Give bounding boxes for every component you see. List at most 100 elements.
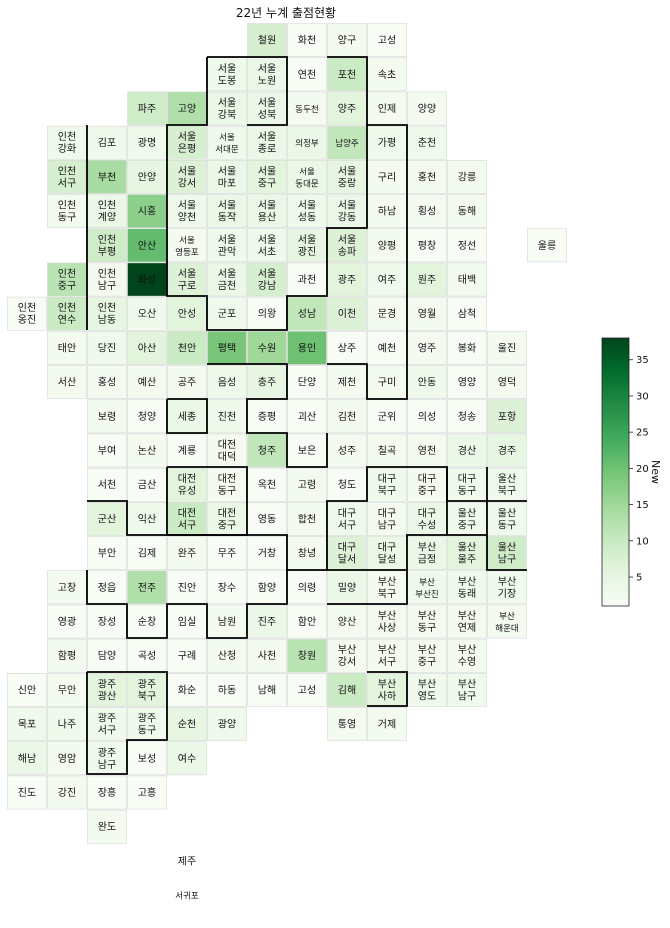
heatmap-cell (87, 330, 127, 365)
heatmap-cell (327, 501, 367, 536)
heatmap-cell (167, 125, 207, 160)
heatmap-cell (207, 536, 247, 571)
heatmap-cell (207, 433, 247, 468)
cell-label: 서울 중랑 (338, 165, 356, 189)
cell-label: 서울 서초 (258, 234, 276, 258)
heatmap-cell (287, 604, 327, 639)
heatmap-cell (87, 467, 127, 502)
heatmap-cell (127, 125, 167, 160)
heatmap-cell (327, 433, 367, 468)
cell-label: 평택 (218, 342, 236, 354)
cell-label: 서울 강남 (258, 268, 276, 292)
heatmap-cell (287, 23, 327, 58)
heatmap-cell (47, 262, 87, 297)
cell-label: 서울 서대문 (215, 133, 239, 155)
cell-label: 안성 (178, 308, 196, 320)
cell-label: 광양 (218, 719, 236, 731)
cell-label: 사천 (258, 650, 276, 662)
heatmap-cell (207, 262, 247, 297)
heatmap-cell (127, 707, 167, 742)
heatmap-cell (447, 433, 487, 468)
cell-label: 영광 (58, 616, 76, 628)
cell-label: 보령 (98, 411, 116, 423)
cell-label: 경주 (498, 444, 516, 457)
heatmap-cell (407, 501, 447, 536)
heatmap-cell (327, 399, 367, 434)
region-border-line (166, 57, 408, 331)
heatmap-cell (367, 638, 407, 673)
heatmap-cell (127, 433, 167, 468)
heatmap-cell (287, 91, 327, 126)
cell-label: 남해 (258, 683, 276, 696)
cell-label: 경산 (458, 444, 476, 457)
cell-label: 시흥 (138, 205, 156, 218)
heatmap-cell (447, 296, 487, 331)
heatmap-cell (207, 330, 247, 365)
heatmap-cell (327, 467, 367, 502)
cell-label: 하동 (218, 683, 236, 696)
heatmap-cell (207, 296, 247, 331)
cell-label: 김제 (138, 548, 156, 560)
cell-label: 태안 (58, 342, 76, 354)
cell-label: 부산 금정 (418, 542, 436, 566)
cell-label: 성주 (338, 445, 356, 457)
cell-label: 춘천 (418, 137, 436, 149)
cell-label: 보은 (298, 445, 316, 457)
cell-label: 임실 (178, 615, 196, 628)
cell-label: 양양 (418, 103, 436, 115)
cell-label: 인천 강화 (58, 131, 76, 155)
cell-label: 괴산 (298, 411, 316, 423)
cell-label: 서울 양천 (178, 200, 196, 224)
heatmap-cell (327, 604, 367, 639)
heatmap-cell (127, 399, 167, 434)
heatmap-cell (127, 365, 167, 400)
heatmap-cell (207, 399, 247, 434)
heatmap-cell (207, 365, 247, 400)
cell-label: 서울 동작 (218, 200, 236, 224)
heatmap-cell (447, 638, 487, 673)
cell-label: 군포 (218, 308, 236, 320)
cell-label: 진주 (258, 616, 276, 628)
cell-label: 아산 (138, 342, 156, 354)
cell-label: 용인 (298, 342, 316, 354)
heatmap-cell (327, 638, 367, 673)
cell-label: 부산 중구 (418, 644, 436, 668)
heatmap-cell (247, 194, 287, 229)
cell-label: 강진 (58, 787, 76, 799)
cell-label: 의성 (418, 411, 436, 423)
heatmap-cell (207, 160, 247, 194)
cell-label: 해남 (18, 752, 36, 765)
heatmap-cell (247, 536, 287, 571)
colorbar-tick-label: 5 (636, 573, 642, 584)
cell-label: 철원 (258, 35, 276, 47)
cell-label: 군위 (378, 410, 396, 423)
cell-label: 부산 강서 (338, 644, 356, 668)
heatmap-cell (207, 638, 247, 673)
cell-label: 서울 동대문 (295, 167, 319, 189)
cell-label: 인천 서구 (58, 165, 76, 189)
heatmap-cell (487, 536, 527, 571)
heatmap-cell (167, 194, 207, 229)
heatmap-cell (327, 125, 367, 160)
cell-label: 양구 (338, 35, 356, 47)
heatmap-cell (447, 262, 487, 297)
heatmap-cell (487, 330, 527, 365)
cell-label: 광주 남구 (98, 747, 116, 771)
region-border-line (367, 671, 408, 707)
cell-label: 연천 (298, 69, 316, 81)
heatmap-cell (47, 365, 87, 400)
cell-label: 화순 (178, 684, 196, 696)
heatmap-cell (407, 536, 447, 571)
heatmap-cell (287, 228, 327, 263)
cell-label: 울산 남구 (498, 542, 516, 566)
heatmap-cell (447, 672, 487, 707)
cell-label: 음성 (218, 377, 236, 389)
heatmap-cell (247, 160, 287, 194)
heatmap-cell (127, 536, 167, 571)
colorbar-tick-label: 10 (636, 536, 649, 547)
heatmap-cell (47, 775, 87, 810)
cell-label: 세종 (178, 411, 196, 423)
cell-label: 대전 서구 (178, 507, 196, 531)
region-border-line (207, 363, 328, 468)
